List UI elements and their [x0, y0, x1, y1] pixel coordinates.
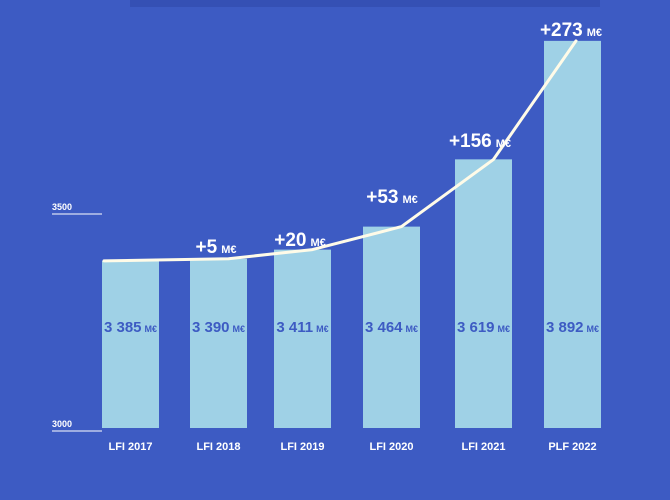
category-label: LFI 2017 [108, 441, 152, 453]
bar [363, 226, 420, 428]
category-label: LFI 2019 [280, 441, 324, 453]
delta-label: +273 M€ [540, 20, 602, 41]
bar [274, 249, 331, 428]
delta-value: +273 [540, 20, 583, 41]
delta-unit: M€ [310, 237, 325, 249]
bar [102, 260, 159, 428]
delta-unit: M€ [587, 27, 602, 39]
delta-label: +156 M€ [449, 131, 511, 152]
bar [544, 40, 601, 428]
trend-line [102, 39, 578, 263]
bar-value-unit: M€ [406, 324, 419, 334]
category-label: PLF 2022 [548, 441, 596, 453]
delta-value: +53 [366, 187, 398, 208]
bar-value-number: 3 892 [546, 319, 584, 336]
delta-label: +53 M€ [366, 187, 418, 208]
bar-value-label: 3 619 M€ [457, 319, 510, 336]
bar-value-label: 3 385 M€ [104, 319, 157, 336]
bar-value-unit: M€ [145, 324, 158, 334]
y-tick-label: 3500 [52, 202, 72, 212]
category-label: LFI 2018 [196, 441, 240, 453]
delta-value: +20 [274, 230, 306, 251]
delta-label: +5 M€ [196, 237, 237, 258]
delta-unit: M€ [221, 244, 236, 256]
delta-unit: M€ [402, 194, 417, 206]
delta-value: +5 [196, 237, 218, 258]
bar-value-label: 3 390 M€ [192, 319, 245, 336]
bar-value-unit: M€ [498, 324, 511, 334]
bar-value-number: 3 385 [104, 319, 142, 336]
bar-value-label: 3 464 M€ [365, 319, 418, 336]
bar [455, 159, 512, 428]
bar-value-number: 3 390 [192, 319, 230, 336]
top-band [130, 0, 600, 7]
bar-value-label: 3 892 M€ [546, 319, 599, 336]
category-label: LFI 2021 [461, 441, 505, 453]
delta-value: +156 [449, 131, 492, 152]
category-label: LFI 2020 [369, 441, 413, 453]
delta-label: +20 M€ [274, 230, 326, 251]
bar-value-number: 3 464 [365, 319, 403, 336]
bar-value-unit: M€ [316, 324, 329, 334]
y-tick-label: 3000 [52, 419, 72, 429]
bar [190, 258, 247, 428]
bar-value-unit: M€ [233, 324, 246, 334]
bar-value-number: 3 619 [457, 319, 495, 336]
delta-unit: M€ [496, 138, 511, 150]
bar-value-unit: M€ [587, 324, 600, 334]
bar-value-label: 3 411 M€ [276, 319, 328, 336]
bar-value-number: 3 411 [276, 319, 313, 336]
